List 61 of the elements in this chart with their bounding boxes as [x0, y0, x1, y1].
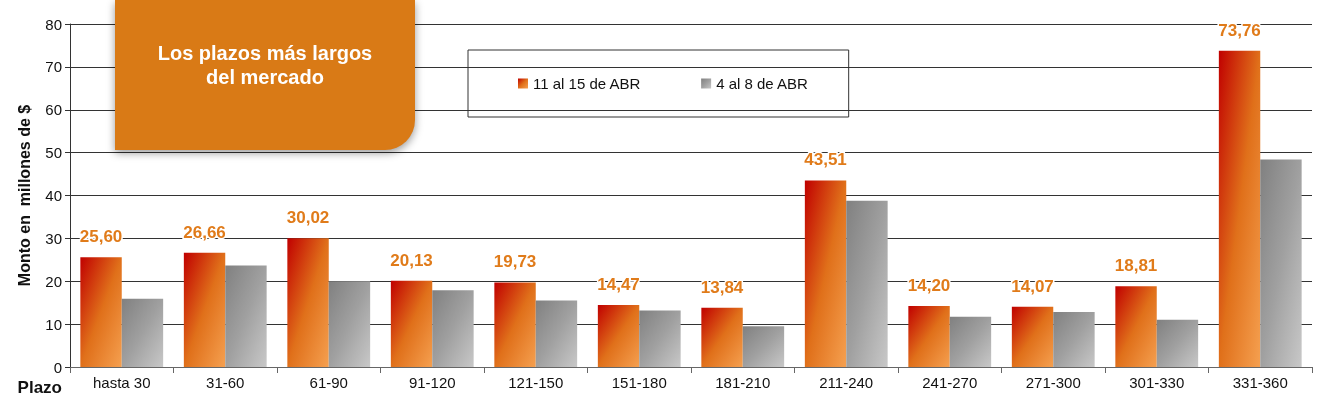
bar: [742, 326, 785, 367]
x-tick-label: 181-210: [715, 374, 771, 391]
y-tick-label: 40: [45, 187, 62, 204]
y-axis-title: Monto en millones de $: [15, 104, 33, 287]
annotation: Los plazos más largos del mercado: [156, 41, 374, 89]
bar: [846, 200, 888, 367]
data-label: 19,73: [493, 252, 537, 272]
x-tick-label: 91-120: [408, 374, 456, 391]
bar: [535, 300, 578, 367]
x-tick-label: 121-150: [508, 374, 564, 391]
x-tick-label: hasta 30: [92, 374, 151, 391]
x-tick-label: 331-360: [1232, 374, 1288, 391]
bar: [908, 306, 950, 367]
bar: [1115, 286, 1157, 367]
callout-box: Los plazos más largos del mercado: [115, 0, 415, 150]
x-tick-label: 61-90: [309, 374, 348, 391]
bar: [1053, 312, 1095, 367]
x-tick-label: 241-270: [922, 374, 978, 391]
data-label: 14,07: [1011, 276, 1054, 296]
x-tick-label: 301-330: [1129, 374, 1185, 391]
y-tick-label: 30: [45, 229, 62, 247]
bar: [1218, 50, 1261, 367]
data-label: 20,13: [390, 250, 433, 270]
bar: [639, 310, 681, 367]
y-tick-label: 80: [45, 15, 62, 33]
bar: [494, 282, 536, 367]
x-tick-label: 211-240: [819, 374, 874, 391]
data-label: 26,66: [183, 222, 226, 242]
bar: [225, 265, 267, 367]
x-axis-title: Plazo: [17, 378, 62, 397]
y-tick-label: 0: [53, 358, 62, 376]
y-tick-label: 50: [45, 144, 62, 162]
bar: [432, 290, 474, 367]
bar: [390, 280, 433, 367]
data-label: 18,81: [1114, 256, 1158, 276]
bar: [287, 238, 329, 367]
y-tick-label: 60: [45, 101, 62, 119]
bar: [804, 180, 847, 367]
data-label: 73,76: [1218, 20, 1261, 40]
bar: [949, 316, 992, 367]
bar: [1011, 306, 1054, 367]
data-label: 14,20: [907, 276, 951, 296]
y-tick-label: 20: [45, 272, 62, 290]
y-tick-label: 70: [45, 58, 62, 76]
legend-label: 4 al 8 de ABR: [716, 75, 809, 92]
x-tick-label: 151-180: [611, 374, 667, 391]
x-tick-label: 31-60: [206, 374, 245, 391]
bar: [183, 252, 226, 367]
legend-label: 11 al 15 de ABR: [533, 75, 641, 92]
bar: [701, 307, 743, 367]
x-tick-label: 271-300: [1025, 374, 1081, 391]
bar: [121, 298, 164, 367]
bar: [328, 281, 371, 367]
bar: [597, 304, 640, 367]
y-tick-label: 10: [45, 315, 62, 333]
data-label: 43,51: [804, 150, 847, 170]
bar: [1156, 319, 1199, 367]
bar: [80, 257, 122, 367]
data-label: 30,02: [286, 208, 330, 228]
bar: [1260, 159, 1302, 367]
data-label: 13,84: [700, 277, 744, 297]
